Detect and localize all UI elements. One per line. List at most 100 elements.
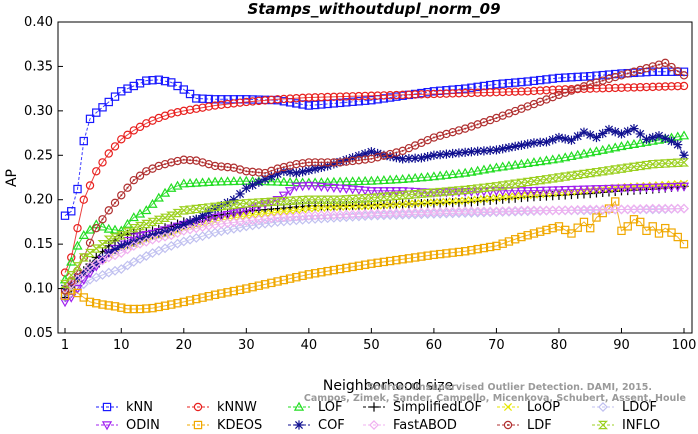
data-point [510, 159, 521, 169]
data-point [672, 158, 683, 167]
data-point [154, 75, 163, 84]
data-point [673, 140, 683, 150]
data-point [172, 223, 183, 233]
data-point [417, 252, 426, 261]
data-point [185, 105, 195, 114]
data-point [539, 100, 542, 103]
data-point [392, 255, 401, 265]
y-tick-label: 0.25 [24, 148, 53, 163]
data-point [359, 175, 371, 185]
data-point [92, 108, 101, 117]
data-point [486, 194, 495, 203]
data-point [504, 78, 514, 88]
data-point [498, 87, 507, 97]
data-point [373, 201, 382, 210]
data-point [379, 257, 389, 267]
data-point [316, 195, 327, 204]
data-point [673, 66, 682, 76]
data-point [628, 184, 640, 194]
data-point [273, 95, 282, 104]
data-point [384, 174, 396, 184]
data-point [573, 131, 583, 141]
data-point [278, 196, 289, 206]
data-point [648, 67, 657, 76]
data-point [229, 286, 239, 296]
data-point [85, 181, 95, 190]
data-point [647, 183, 658, 193]
data-point [357, 159, 360, 162]
data-point [535, 175, 546, 185]
data-point [248, 97, 257, 106]
data-point [292, 272, 301, 282]
data-point [567, 73, 576, 82]
data-point [101, 218, 104, 221]
data-point [114, 201, 117, 204]
data-point [678, 130, 690, 140]
data-point [586, 223, 595, 233]
data-point [285, 161, 295, 170]
data-point [466, 185, 477, 194]
data-point [366, 175, 377, 185]
legend-entry: FastABOD [363, 418, 457, 433]
data-point [586, 72, 595, 81]
legend-entry: LoOP [497, 400, 560, 415]
data-point [529, 229, 539, 238]
data-point [267, 95, 276, 105]
data-point [179, 155, 188, 164]
data-point [570, 89, 573, 92]
data-point [661, 223, 670, 233]
data-point [123, 304, 132, 314]
legend-marker [507, 424, 509, 426]
data-point [535, 75, 545, 85]
data-point [672, 131, 683, 141]
data-point [173, 107, 182, 117]
data-point [360, 91, 370, 101]
data-point [622, 184, 633, 194]
data-point [367, 95, 376, 105]
data-point [429, 198, 438, 207]
data-point [541, 137, 552, 147]
data-point [217, 289, 226, 298]
data-point [442, 249, 451, 258]
data-point [454, 196, 463, 205]
data-point [523, 139, 533, 149]
data-point [173, 299, 182, 308]
data-point [278, 191, 289, 201]
data-point [185, 217, 195, 227]
data-point [392, 200, 401, 209]
data-point [307, 161, 310, 164]
data-point [467, 245, 476, 255]
data-point [373, 91, 382, 100]
data-point [191, 214, 201, 224]
data-point [226, 166, 229, 169]
series-ldf [60, 58, 689, 295]
data-point [653, 183, 665, 193]
data-point [123, 130, 132, 140]
data-point [404, 199, 413, 208]
data-point [466, 166, 477, 176]
data-point [485, 145, 495, 155]
data-point [403, 173, 415, 183]
data-point [545, 98, 548, 101]
data-point [547, 154, 558, 164]
data-point [560, 134, 570, 144]
data-point [116, 241, 126, 251]
data-point [310, 93, 320, 102]
data-point [204, 292, 214, 301]
data-point [403, 190, 414, 199]
data-point [179, 106, 188, 116]
data-point [210, 95, 220, 104]
legend-label: SimplifiedLOF [393, 400, 482, 415]
data-point [561, 73, 570, 82]
data-point [110, 244, 120, 255]
data-point [661, 58, 670, 68]
data-point [235, 285, 245, 295]
data-point [566, 135, 577, 145]
data-point [298, 100, 307, 109]
data-point [354, 91, 364, 101]
data-point [317, 268, 326, 277]
data-point [366, 147, 376, 157]
data-point [373, 258, 382, 268]
data-point [623, 83, 632, 92]
data-point [553, 153, 565, 163]
